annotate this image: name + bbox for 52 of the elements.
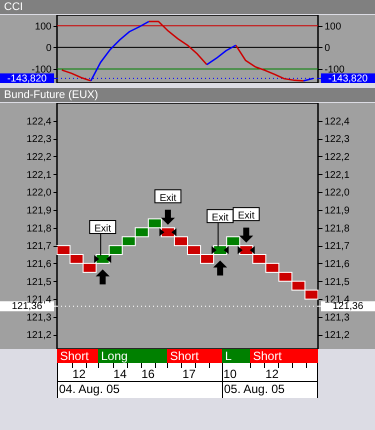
y2-tick-label: 122,2 <box>324 152 350 163</box>
text: 04. Aug. 05 <box>59 382 120 396</box>
y-tick-label: 121,5 <box>26 276 52 288</box>
y2-tick-label: 121,5 <box>324 276 350 288</box>
annotation: Short <box>167 349 222 363</box>
annotation: Exit <box>238 210 255 222</box>
y2-tick-label: 121,8 <box>324 223 350 234</box>
y-tick-label: -100 <box>31 64 52 76</box>
text: 17 <box>181 367 197 381</box>
y-tick-label: 121,7 <box>26 241 52 252</box>
text: 16 <box>140 367 156 381</box>
y-tick-label: 122,2 <box>26 152 52 163</box>
y2-tick-label: 121,2 <box>324 330 350 342</box>
y2-tick-label: 122,1 <box>324 170 350 181</box>
y2-tick-label: 100 <box>324 21 342 32</box>
annotation: Short <box>250 349 318 363</box>
y2-tick-label: 121,7 <box>324 241 350 252</box>
chart-title: Bund-Future (EUX) <box>0 88 375 102</box>
y2-tick-label: 121,9 <box>324 205 350 216</box>
y2-tick-label: 122,0 <box>324 188 350 199</box>
y-tick-label: 121,6 <box>26 258 52 270</box>
y2-tick-label: 122,3 <box>324 134 350 146</box>
y2-tick-label: -100 <box>324 64 345 76</box>
chart-title: CCI <box>0 0 375 14</box>
y-tick-label: 122,1 <box>26 170 52 181</box>
ref-line-label: 121,36 <box>332 301 364 312</box>
y-tick-label: 122,4 <box>26 116 52 128</box>
y-tick-label: 122,0 <box>26 188 52 199</box>
annotation: Short <box>57 349 98 363</box>
y-tick-label: 121,2 <box>26 330 52 342</box>
y-tick-label: 121,3 <box>26 312 52 324</box>
text: -143,820 <box>7 73 47 84</box>
text: 12 <box>71 367 87 381</box>
annotation: L <box>222 349 250 363</box>
annotation: Exit <box>160 192 176 204</box>
y-tick-label: 0 <box>46 42 52 54</box>
text: 12 <box>264 367 280 381</box>
text: 10 <box>222 367 238 381</box>
text: 05. Aug. 05 <box>224 382 285 396</box>
ref-line-label: -143,820 <box>328 73 368 84</box>
annotation: Exit <box>94 224 112 235</box>
y-tick-label: 121,9 <box>26 205 52 216</box>
y2-tick-label: 0 <box>324 42 330 54</box>
annotation: Long <box>98 349 167 363</box>
y-tick-label: 121,8 <box>26 223 52 234</box>
y2-tick-label: 122,4 <box>324 116 350 128</box>
text: 14 <box>112 367 128 381</box>
y2-tick-label: 121,3 <box>324 312 350 324</box>
y-tick-label: 122,3 <box>26 134 52 146</box>
annotation: Exit <box>212 212 229 224</box>
y-tick-label: 100 <box>34 21 52 32</box>
y2-tick-label: 121,6 <box>324 258 350 270</box>
